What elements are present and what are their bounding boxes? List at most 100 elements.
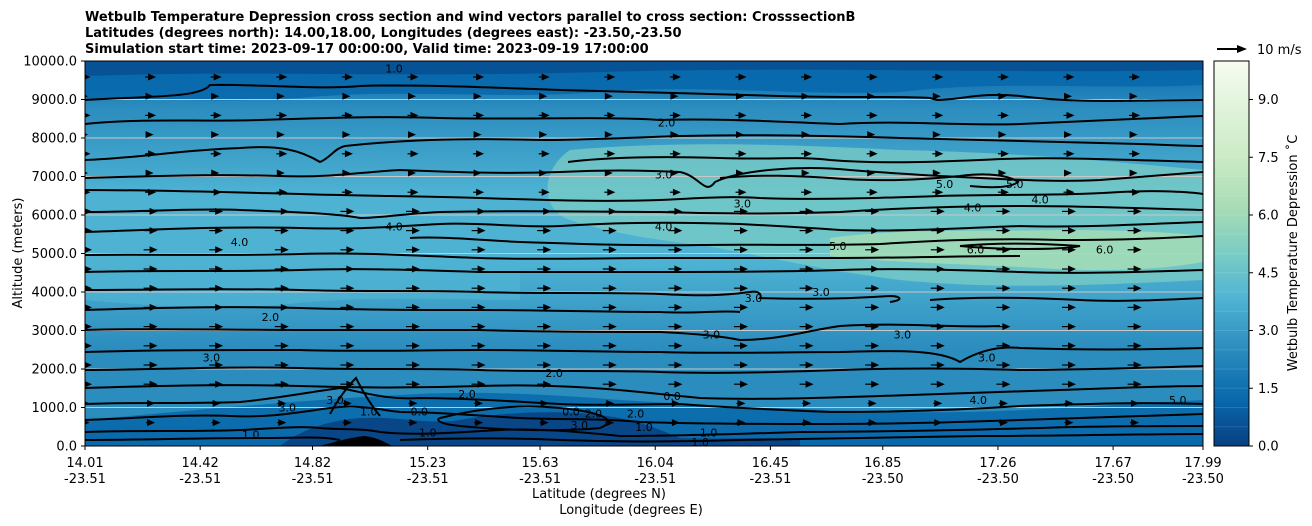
- svg-text:4.0: 4.0: [964, 201, 982, 214]
- svg-text:2.0: 2.0: [627, 407, 645, 420]
- svg-text:1.0: 1.0: [385, 63, 403, 76]
- contour-label: 1.0: [635, 421, 653, 434]
- contour-label: 1.0: [385, 63, 403, 76]
- x-tick-label-lat: 14.42: [182, 456, 219, 471]
- quiver-key-arrow-head: [1237, 45, 1247, 53]
- y-tick-label: 7000.0: [32, 170, 78, 185]
- y-tick-label: 8000.0: [32, 132, 78, 147]
- x-tick-label-lon: -23.51: [634, 472, 676, 487]
- svg-text:4.0: 4.0: [231, 236, 249, 249]
- contour-label: 3.0: [894, 328, 912, 341]
- svg-text:5.0: 5.0: [829, 240, 847, 253]
- contour-label: 1.0: [419, 427, 437, 440]
- contour-label: 0.0: [411, 405, 429, 418]
- x-tick-label-lat: 17.67: [1095, 456, 1132, 471]
- svg-text:1.0: 1.0: [360, 405, 378, 418]
- svg-text:3.0: 3.0: [734, 197, 752, 210]
- y-tick-label: 10000.0: [23, 55, 77, 70]
- colorbar-label: Wetbulb Temperature Depression ˚C: [1285, 135, 1301, 372]
- svg-text:2.0: 2.0: [658, 117, 676, 130]
- svg-text:3.0: 3.0: [703, 328, 721, 341]
- chart-title-line-2: Latitudes (degrees north): 14.00,18.00, …: [85, 26, 682, 41]
- x-tick-label-lon: -23.51: [749, 472, 791, 487]
- contour-label: 2.0: [262, 311, 280, 324]
- svg-text:4.0: 4.0: [970, 394, 988, 407]
- colorbar-tick-label: 3.0: [1258, 324, 1279, 339]
- y-axis-label: Altitude (meters): [11, 198, 26, 309]
- x-tick-label-lon: -23.51: [407, 472, 449, 487]
- svg-text:5.0: 5.0: [1006, 178, 1024, 191]
- contour-label: 3.0: [279, 402, 297, 415]
- contour-label: 1.0: [242, 428, 260, 441]
- y-tick-label: 5000.0: [32, 247, 78, 262]
- x-tick-label-lat: 17.26: [979, 456, 1016, 471]
- contour-label: 3.0: [978, 351, 996, 364]
- contour-label: 3.0: [203, 351, 221, 364]
- x-tick-label-lat: 14.82: [294, 456, 331, 471]
- svg-text:3.0: 3.0: [655, 169, 673, 182]
- svg-text:3.0: 3.0: [745, 292, 763, 305]
- svg-text:1.0: 1.0: [635, 421, 653, 434]
- svg-text:3.0: 3.0: [571, 419, 589, 432]
- svg-text:5.0: 5.0: [1169, 394, 1187, 407]
- svg-text:4.0: 4.0: [385, 221, 403, 234]
- x-tick-label-lat: 15.23: [409, 456, 446, 471]
- svg-text:0.0: 0.0: [663, 390, 681, 403]
- quiver-key: 10 m/s: [1217, 43, 1302, 58]
- svg-text:0.0: 0.0: [562, 405, 580, 418]
- svg-text:1.0: 1.0: [242, 428, 260, 441]
- x-tick-label-lon: -23.51: [64, 472, 106, 487]
- quiver-key-label: 10 m/s: [1257, 43, 1302, 58]
- x-tick-label-lat: 16.04: [637, 456, 674, 471]
- colorbar-ticks: 0.0 1.5 3.0 4.5 6.0 7.5 9.0: [1249, 93, 1279, 455]
- colorbar-tick-label: 4.5: [1258, 266, 1279, 281]
- x-axis-label-latitude: Latitude (degrees N): [532, 487, 666, 502]
- svg-text:5.0: 5.0: [936, 178, 954, 191]
- svg-text:1.0: 1.0: [419, 427, 437, 440]
- contour-label: 3.0: [812, 286, 830, 299]
- contour-label: 2.0: [545, 367, 563, 380]
- y-tick-label: 3000.0: [32, 324, 78, 339]
- contour-label: 4.0: [1031, 194, 1049, 207]
- contour-label: 5.0: [936, 178, 954, 191]
- x-tick-label-lon: -23.50: [862, 472, 904, 487]
- contour-label: 4.0: [385, 221, 403, 234]
- plot-area: 2.0 3.0 4.0 1.0 4.0 4.0 3.0 5.0 5.0 4.0 4.0 5.0 6.0 6…: [78, 61, 1203, 449]
- svg-text:2.0: 2.0: [545, 367, 563, 380]
- y-tick-label: 9000.0: [32, 93, 78, 108]
- chart-title-line-3: Simulation start time: 2023-09-17 00:00:…: [85, 42, 649, 57]
- colorbar-tick-label: 9.0: [1258, 93, 1279, 108]
- y-tick-label: 6000.0: [32, 209, 78, 224]
- y-tick-label: 2000.0: [32, 363, 78, 378]
- svg-text:3.0: 3.0: [978, 351, 996, 364]
- contour-label: 0.0: [562, 405, 580, 418]
- svg-text:3.0: 3.0: [326, 394, 344, 407]
- contour-label: 2.0: [658, 117, 676, 130]
- x-tick-label-lat: 15.63: [521, 456, 558, 471]
- y-tick-label: 4000.0: [32, 286, 78, 301]
- contour-label: 6.0: [1096, 244, 1114, 257]
- x-tick-label-lon: -23.50: [977, 472, 1019, 487]
- contour-label: 5.0: [1169, 394, 1187, 407]
- contour-label: 0.0: [663, 390, 681, 403]
- contour-label: 4.0: [970, 394, 988, 407]
- colorbar-tick-label: 6.0: [1258, 209, 1279, 224]
- x-tick-label-lat: 17.99: [1184, 456, 1221, 471]
- x-tick-label-lat: 16.45: [752, 456, 789, 471]
- x-tick-label-lon: -23.51: [292, 472, 334, 487]
- svg-text:6.0: 6.0: [1096, 244, 1114, 257]
- svg-text:6.0: 6.0: [967, 244, 985, 257]
- colorbar-tick-label: 0.0: [1258, 440, 1279, 455]
- svg-text:3.0: 3.0: [279, 402, 297, 415]
- y-tick-label: 0.0: [56, 440, 77, 455]
- svg-text:4.0: 4.0: [1031, 194, 1049, 207]
- svg-text:0.0: 0.0: [411, 405, 429, 418]
- contour-label: 3.0: [703, 328, 721, 341]
- x-tick-label-lon: -23.51: [179, 472, 221, 487]
- contour-label: 3.0: [326, 394, 344, 407]
- y-axis: 0.01000.02000.03000.04000.05000.06000.07…: [23, 55, 85, 455]
- contour-label: 1.0: [360, 405, 378, 418]
- contour-label: 6.0: [967, 244, 985, 257]
- contour-label: 1.0: [691, 436, 709, 449]
- colorbar-tick-label: 7.5: [1258, 151, 1279, 166]
